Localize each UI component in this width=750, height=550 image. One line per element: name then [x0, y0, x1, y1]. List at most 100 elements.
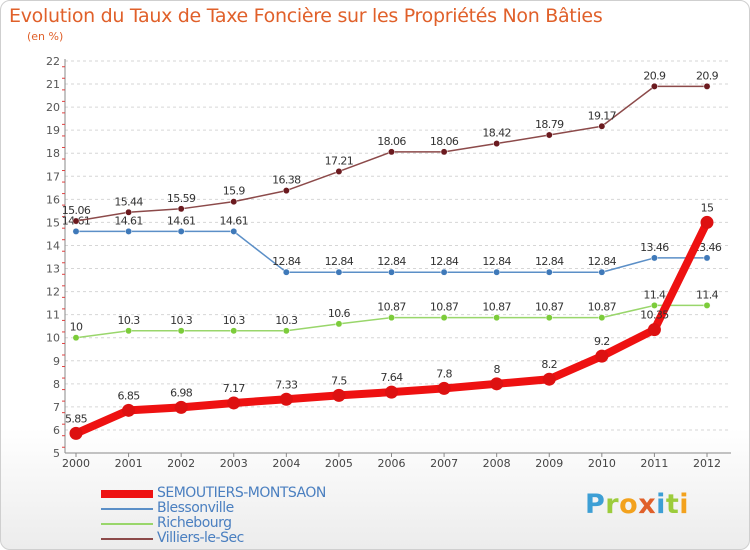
- data-point: [493, 314, 501, 322]
- data-label: 10.87: [588, 301, 617, 314]
- logo-letter: x: [638, 489, 657, 520]
- data-point: [332, 388, 346, 402]
- legend-swatch: [101, 490, 153, 498]
- data-point: [490, 377, 504, 391]
- data-label: 10.3: [275, 314, 298, 327]
- data-label: 7.64: [380, 371, 403, 384]
- data-point: [493, 140, 501, 148]
- data-point: [177, 327, 185, 335]
- data-point: [545, 314, 553, 322]
- data-point: [122, 403, 136, 417]
- x-tick-label: 2004: [272, 457, 300, 470]
- data-label: 19.17: [588, 109, 617, 122]
- logo-letter: i: [679, 489, 690, 520]
- x-tick-label: 2011: [640, 457, 668, 470]
- data-point: [177, 205, 185, 213]
- y-tick-label: 21: [46, 78, 60, 91]
- data-point: [125, 227, 133, 235]
- data-label: 7.5: [331, 374, 347, 387]
- data-label: 8.2: [541, 358, 557, 371]
- data-label: 18.06: [430, 135, 459, 148]
- data-label: 18.42: [482, 127, 511, 140]
- data-point: [69, 426, 83, 440]
- data-point: [545, 268, 553, 276]
- data-label: 11.4: [696, 288, 719, 301]
- logo-letter: t: [665, 489, 680, 520]
- data-label: 15: [701, 201, 714, 214]
- series-blessonville: 14.6114.6114.6114.6112.8412.8412.8412.84…: [62, 214, 722, 276]
- data-label: 20.9: [696, 69, 719, 82]
- data-label: 13.46: [640, 241, 669, 254]
- data-label: 12.84: [430, 255, 459, 268]
- data-point: [703, 301, 711, 309]
- x-tick-label: 2010: [588, 457, 616, 470]
- data-label: 12.84: [272, 255, 301, 268]
- data-label: 18.06: [377, 135, 406, 148]
- data-label: 10.87: [430, 301, 459, 314]
- x-tick-label: 2006: [378, 457, 406, 470]
- x-tick-label: 2007: [430, 457, 458, 470]
- data-label: 15.44: [114, 195, 143, 208]
- data-label: 11.4: [643, 288, 666, 301]
- data-label: 12.84: [482, 255, 511, 268]
- data-label: 14.61: [220, 214, 249, 227]
- data-point: [230, 198, 238, 206]
- data-label: 5.85: [65, 412, 88, 425]
- legend-label: Richebourg: [157, 515, 232, 531]
- y-tick-label: 6: [53, 424, 60, 437]
- data-label: 14.61: [167, 214, 196, 227]
- data-point: [703, 254, 711, 262]
- data-point: [440, 148, 448, 156]
- data-point: [598, 314, 606, 322]
- y-tick-label: 8: [53, 378, 60, 391]
- data-label: 6.98: [170, 386, 193, 399]
- chart-unit-note: (en %): [27, 30, 64, 43]
- series-semoutiers-montsaon: 5.85 6.85 6.98 7.17 7.33 7.5 7.64 7.8 8 8.2 9.2 10.…: [65, 201, 715, 440]
- data-point: [335, 168, 343, 175]
- x-tick-label: 2012: [693, 457, 721, 470]
- data-point: [598, 268, 606, 276]
- data-label: 7.17: [223, 382, 246, 395]
- data-label: 10: [70, 321, 83, 334]
- data-label: 10.3: [118, 314, 141, 327]
- x-tick-label: 2001: [115, 457, 143, 470]
- y-tick-label: 12: [46, 286, 60, 299]
- data-point: [335, 268, 343, 276]
- data-label: 20.9: [643, 69, 666, 82]
- data-label: 15.06: [62, 204, 91, 217]
- y-tick-label: 16: [46, 193, 60, 206]
- x-tick-label: 2003: [220, 457, 248, 470]
- data-label: 12.84: [535, 255, 564, 268]
- data-point: [388, 314, 395, 322]
- proxiti-logo: Proxiti: [585, 489, 689, 520]
- data-label: 9.2: [594, 335, 610, 348]
- data-point: [437, 381, 451, 395]
- legend-swatch: [101, 538, 153, 540]
- series-villiers-le-sec: 15.06 15.44 15.59 15.9 16.38 17.21 18.06 18.06 1…: [62, 69, 719, 225]
- data-point: [174, 400, 188, 414]
- data-label: 15.9: [223, 185, 246, 198]
- data-point: [440, 268, 448, 276]
- series-line: [72, 218, 711, 438]
- data-label: 6.85: [118, 389, 141, 402]
- data-label: 17.21: [325, 154, 354, 167]
- data-point: [125, 208, 133, 216]
- x-tick-label: 2008: [483, 457, 511, 470]
- data-label: 10.87: [482, 301, 511, 314]
- data-point: [542, 372, 556, 386]
- grid-lines: [65, 60, 731, 454]
- data-label: 12.84: [377, 255, 406, 268]
- data-point: [230, 227, 238, 235]
- data-point: [230, 327, 238, 335]
- data-point: [650, 254, 658, 262]
- data-point: [545, 131, 553, 139]
- data-label: 10.3: [223, 314, 246, 327]
- y-tick-label: 14: [46, 239, 60, 252]
- data-point: [700, 215, 714, 229]
- data-point: [282, 327, 290, 335]
- data-label: 7.8: [436, 367, 452, 380]
- data-point: [282, 187, 290, 195]
- logo-letter: o: [619, 489, 639, 520]
